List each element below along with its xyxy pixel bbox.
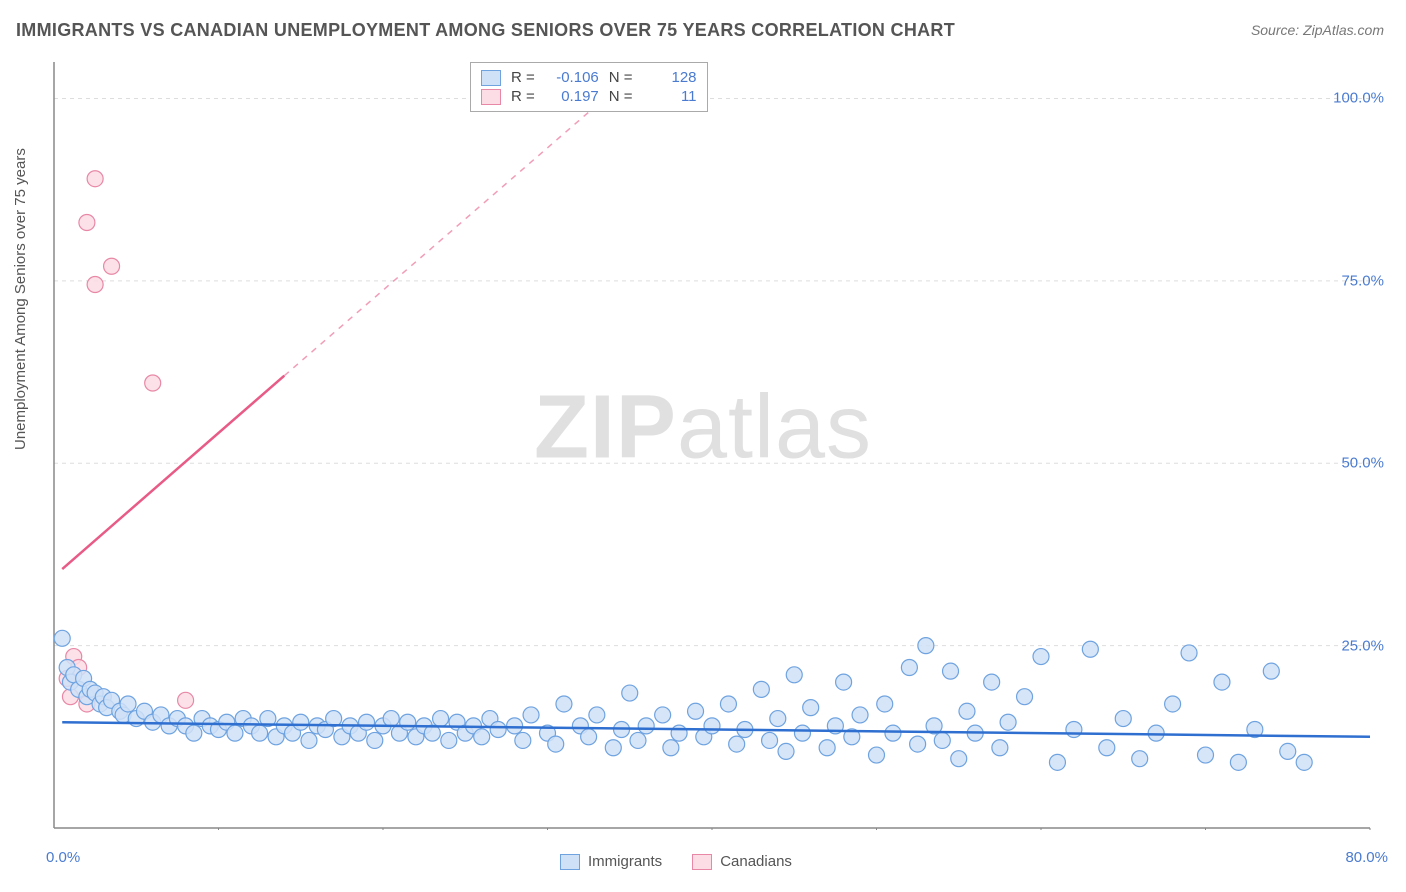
correlation-stats-box: R = -0.106 N = 128 R = 0.197 N = 11 xyxy=(470,62,708,112)
stat-r-value-immigrants: -0.106 xyxy=(545,69,599,86)
legend-swatch-immigrants xyxy=(560,854,580,870)
chart-container: IMMIGRANTS VS CANADIAN UNEMPLOYMENT AMON… xyxy=(0,0,1406,892)
y-tick-label: 25.0% xyxy=(1341,637,1384,654)
stat-n-value-canadians: 11 xyxy=(643,88,697,105)
stat-row-immigrants: R = -0.106 N = 128 xyxy=(481,69,697,86)
stat-n-value-immigrants: 128 xyxy=(643,69,697,86)
x-legend: Immigrants Canadians xyxy=(560,853,792,870)
y-tick-label: 50.0% xyxy=(1341,455,1384,472)
stat-r-value-canadians: 0.197 xyxy=(545,88,599,105)
legend-label-canadians: Canadians xyxy=(720,853,792,870)
stat-n-label: N = xyxy=(609,69,633,86)
x-origin-label: 0.0% xyxy=(46,849,80,866)
swatch-immigrants xyxy=(481,70,501,86)
swatch-canadians xyxy=(481,89,501,105)
scatter-svg xyxy=(52,60,1372,830)
chart-title: IMMIGRANTS VS CANADIAN UNEMPLOYMENT AMON… xyxy=(16,20,955,41)
y-tick-label: 75.0% xyxy=(1341,272,1384,289)
y-axis-label: Unemployment Among Seniors over 75 years xyxy=(12,148,29,450)
stat-r-label: R = xyxy=(511,88,535,105)
plot-area xyxy=(52,60,1372,830)
x-max-label: 80.0% xyxy=(1345,849,1388,866)
legend-label-immigrants: Immigrants xyxy=(588,853,662,870)
legend-swatch-canadians xyxy=(692,854,712,870)
y-tick-label: 100.0% xyxy=(1333,90,1384,107)
stat-row-canadians: R = 0.197 N = 11 xyxy=(481,88,697,105)
legend-item-canadians: Canadians xyxy=(692,853,792,870)
source-attribution: Source: ZipAtlas.com xyxy=(1251,22,1384,38)
legend-item-immigrants: Immigrants xyxy=(560,853,662,870)
stat-n-label: N = xyxy=(609,88,633,105)
stat-r-label: R = xyxy=(511,69,535,86)
